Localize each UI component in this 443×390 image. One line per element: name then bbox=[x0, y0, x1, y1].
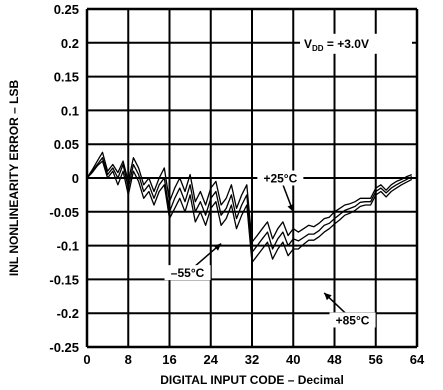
x-tick-label: 48 bbox=[327, 352, 341, 367]
chart-annotations: +25°C –55°C +85°C bbox=[164, 170, 376, 328]
vdd-label-background bbox=[300, 33, 412, 54]
annotation-label-background bbox=[164, 265, 211, 281]
y-tick-label: 0.25 bbox=[54, 2, 79, 17]
y-tick-label: -0.15 bbox=[49, 272, 79, 287]
x-tick-label: 0 bbox=[83, 352, 90, 367]
annotation-label: +85°C bbox=[336, 313, 370, 327]
y-tick-label: 0.15 bbox=[54, 70, 79, 85]
annotation-label: +25°C bbox=[263, 172, 297, 186]
annotation-arrowhead bbox=[324, 292, 332, 301]
vdd-suffix: = +3.0V bbox=[324, 37, 369, 51]
y-tick-label: -0.2 bbox=[57, 306, 79, 321]
x-tick-label: 8 bbox=[125, 352, 132, 367]
x-tick-label: 64 bbox=[410, 352, 425, 367]
chart-tick-labels: 0 8 16 24 32 40 48 56 64 0.25 0.2 0.15 0.1 0.05 0 -0.05… bbox=[49, 2, 425, 367]
x-tick-label: 16 bbox=[162, 352, 176, 367]
annotation-arrowhead bbox=[213, 243, 222, 251]
x-tick-label: 56 bbox=[369, 352, 383, 367]
y-tick-label: -0.1 bbox=[57, 239, 79, 254]
vdd-prefix: V bbox=[304, 37, 312, 51]
y-tick-label: 0.2 bbox=[61, 36, 79, 51]
y-tick-label: -0.05 bbox=[49, 205, 79, 220]
x-tick-label: 40 bbox=[286, 352, 300, 367]
y-tick-label: -0.25 bbox=[49, 340, 79, 355]
y-tick-label: 0.05 bbox=[54, 137, 79, 152]
annotation-label-background bbox=[329, 312, 376, 328]
vdd-subscript: DD bbox=[312, 44, 324, 53]
annotation-label-background bbox=[257, 170, 304, 186]
annotation-arrowhead bbox=[287, 204, 295, 212]
vdd-text: VDD = +3.0V bbox=[304, 37, 369, 53]
x-axis-label: DIGITAL INPUT CODE – Decimal bbox=[160, 373, 344, 387]
series-line-2 bbox=[86, 157, 413, 254]
series-line-3 bbox=[86, 160, 413, 264]
x-tick-label: 24 bbox=[204, 352, 219, 367]
y-axis-label: INL NONLINEARITY ERROR – LSB bbox=[7, 80, 21, 277]
annotation-label: –55°C bbox=[171, 266, 205, 280]
chart-series bbox=[86, 151, 413, 264]
vdd-condition-label: VDD = +3.0V bbox=[300, 33, 412, 54]
y-tick-label: 0.1 bbox=[61, 103, 79, 118]
y-tick-label: 0 bbox=[72, 171, 79, 186]
series-line-1 bbox=[86, 151, 413, 243]
x-tick-label: 32 bbox=[245, 352, 259, 367]
